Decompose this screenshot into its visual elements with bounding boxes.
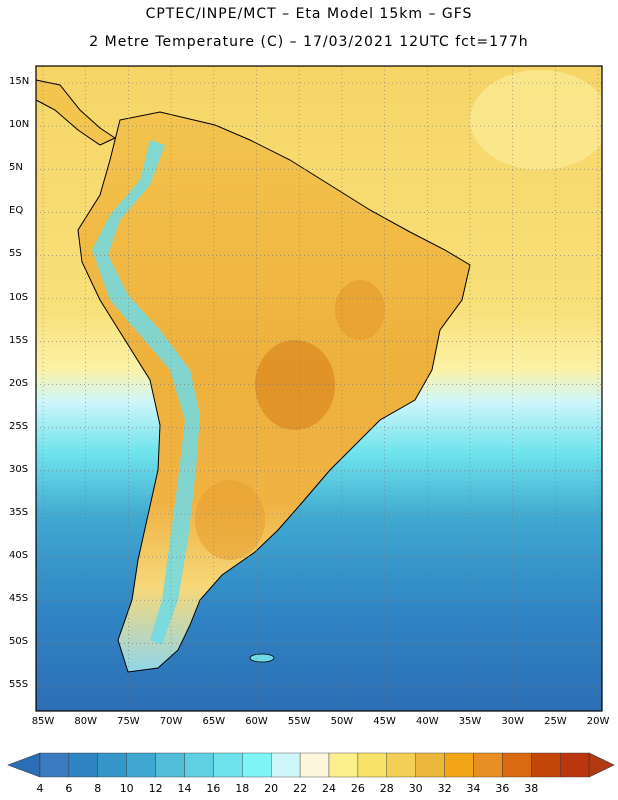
colorbar-cell xyxy=(126,752,156,778)
longitude-label: 40W xyxy=(415,716,439,727)
falkland-islands xyxy=(249,653,275,663)
colorbar-cell xyxy=(328,752,359,778)
longitude-label: 60W xyxy=(245,716,268,727)
colorbar-cell xyxy=(184,752,214,778)
colorbar-cell xyxy=(386,752,416,778)
chart-title-line2: 2 Metre Temperature (C) – 17/03/2021 12U… xyxy=(89,34,529,50)
map-frame xyxy=(35,65,603,712)
longitude-label: 30W xyxy=(501,716,524,727)
longitude-label: 80W xyxy=(74,716,97,727)
colorbar xyxy=(7,752,615,778)
hot-region-interior xyxy=(255,340,335,430)
colorbar-label: 24 xyxy=(322,782,336,795)
latitude-label: 15N xyxy=(9,76,30,87)
colorbar-label: 32 xyxy=(437,782,452,795)
andes-cold-strip xyxy=(92,140,200,645)
latitude-label: 15S xyxy=(9,334,29,346)
hot-region-south xyxy=(195,480,265,560)
colorbar-cell xyxy=(357,752,387,778)
latitude-label: 55S xyxy=(9,679,29,691)
colorbar-label: 16 xyxy=(206,782,221,795)
latitude-label: 35S xyxy=(9,507,29,518)
colorbar-cell xyxy=(68,752,99,778)
longitude-label: 55W xyxy=(287,716,311,727)
colorbar-cell xyxy=(97,752,127,778)
colorbar-cell xyxy=(502,752,532,778)
colorbar-label: 12 xyxy=(148,782,163,795)
latitude-label: 30S xyxy=(9,463,29,475)
latitude-label: 10S xyxy=(9,291,29,303)
longitude-label: 50W xyxy=(330,716,354,727)
colorbar-cell xyxy=(213,752,243,778)
colorbar-label: 26 xyxy=(350,782,365,795)
latitude-label: 45S xyxy=(9,593,29,605)
colorbar-label: 38 xyxy=(524,782,539,795)
colorbar-label: 6 xyxy=(65,782,73,795)
longitude-label: 70W xyxy=(159,716,183,727)
colorbar-label: 18 xyxy=(235,782,250,795)
colorbar-cell xyxy=(473,752,503,778)
colorbar-label: 36 xyxy=(495,782,510,795)
colorbar-label: 4 xyxy=(36,782,44,795)
colorbar-cell xyxy=(531,752,561,778)
longitude-label: 35W xyxy=(458,716,482,727)
chart-title-line1: CPTEC/INPE/MCT – Eta Model 15km – GFS xyxy=(145,6,473,22)
colorbar-cell xyxy=(560,752,590,778)
latitude-label: EQ xyxy=(9,205,24,217)
colorbar-high-arrow xyxy=(588,752,615,778)
longitude-label: 25W xyxy=(544,716,567,727)
latitude-label: 5S xyxy=(9,248,22,260)
colorbar-cell xyxy=(39,752,70,778)
latitude-label: 25S xyxy=(9,420,29,432)
colorbar-label: 22 xyxy=(293,782,308,795)
central-america-landmass xyxy=(36,79,117,146)
colorbar-cell xyxy=(415,752,445,778)
colorbar-label: 14 xyxy=(177,782,192,795)
colorbar-label: 20 xyxy=(264,782,279,795)
longitude-label: 65W xyxy=(202,716,226,727)
colorbar-label: 28 xyxy=(379,782,394,795)
latitude-label: 50S xyxy=(9,636,29,648)
colorbar-label: 30 xyxy=(408,782,423,795)
colorbar-cell xyxy=(271,752,301,778)
longitude-label: 45W xyxy=(373,716,396,727)
latitude-label: 20S xyxy=(9,377,29,389)
latitude-label: 5N xyxy=(9,162,23,174)
colorbar-label: 10 xyxy=(119,782,134,795)
longitude-label: 20W xyxy=(586,716,610,727)
colorbar-cell xyxy=(242,752,272,778)
latitude-label: 10N xyxy=(9,119,30,131)
colorbar-cell xyxy=(299,752,330,778)
longitude-label: 85W xyxy=(31,716,55,727)
colorbar-label: 8 xyxy=(94,782,102,795)
hot-region-northeast xyxy=(335,280,385,340)
colorbar-low-arrow xyxy=(7,752,41,778)
colorbar-cell xyxy=(155,752,185,778)
warm-ocean-patch xyxy=(470,70,602,170)
colorbar-cell xyxy=(444,752,474,778)
colorbar-label: 34 xyxy=(466,782,481,795)
longitude-label: 75W xyxy=(117,716,140,727)
latitude-label: 40S xyxy=(9,550,29,562)
